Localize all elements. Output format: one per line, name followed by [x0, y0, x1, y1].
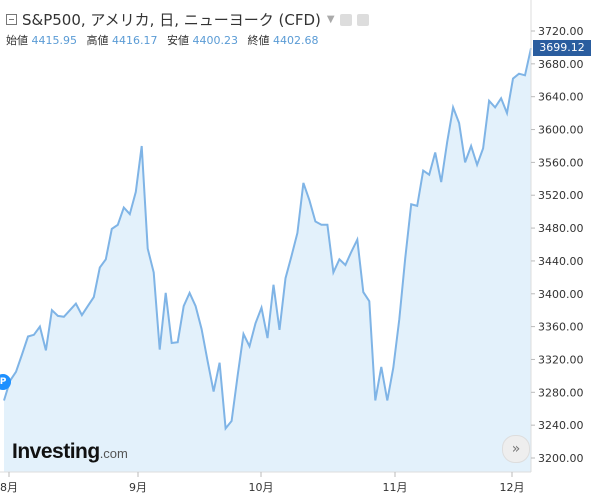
- chevron-down-icon[interactable]: ▼: [326, 14, 335, 25]
- y-tick-label: 3480.00: [538, 222, 584, 235]
- logo-main: Investing: [12, 440, 100, 463]
- investing-logo: Investing.com: [12, 440, 128, 464]
- x-tick-label: 12月: [500, 481, 525, 494]
- y-tick-label: 3240.00: [538, 419, 584, 432]
- close-value: 4402.68: [273, 34, 319, 47]
- high-label: 高値: [86, 34, 109, 47]
- high-value: 4416.17: [112, 34, 158, 47]
- open-label: 始値: [6, 34, 28, 47]
- camera-icon[interactable]: [339, 13, 352, 26]
- price-line: [3, 47, 532, 431]
- y-tick-label: 3680.00: [538, 58, 584, 71]
- x-tick-label: 11月: [383, 481, 408, 494]
- collapse-icon[interactable]: [6, 14, 17, 25]
- last-price-badge: 3699.12: [533, 40, 591, 56]
- open-value: 4415.95: [31, 34, 78, 47]
- y-tick-label: 3320.00: [538, 353, 584, 366]
- y-tick-label: 3440.00: [538, 255, 584, 268]
- logo-suffix: .com: [99, 446, 128, 461]
- price-area-fill: [4, 48, 531, 472]
- y-tick-label: 3280.00: [538, 386, 584, 399]
- y-tick-label: 3520.00: [538, 189, 584, 202]
- y-tick-label: 3400.00: [538, 288, 584, 301]
- instrument-title[interactable]: S&P500, アメリカ, 日, ニューヨーク (CFD): [22, 11, 321, 29]
- y-tick-label: 3640.00: [538, 91, 584, 104]
- close-label: 終値: [247, 34, 270, 47]
- x-tick-label: 9月: [129, 481, 147, 494]
- chart-header: S&P500, アメリカ, 日, ニューヨーク (CFD) ▼: [6, 9, 369, 30]
- ohlc-readout: 始値 4415.95 高値 4416.17 安値 4400.23 終値 4402…: [6, 32, 325, 48]
- scroll-right-button[interactable]: »: [502, 435, 530, 463]
- x-tick-label: 8月: [0, 481, 18, 494]
- y-tick-label: 3720.00: [538, 25, 584, 38]
- y-tick-label: 3360.00: [538, 321, 584, 334]
- low-value: 4400.23: [192, 34, 239, 47]
- pivot-marker-icon[interactable]: P: [0, 374, 11, 390]
- x-tick-label: 10月: [249, 481, 274, 494]
- low-label: 安値: [167, 34, 189, 47]
- gear-icon[interactable]: [356, 13, 369, 26]
- y-tick-label: 3600.00: [538, 124, 584, 137]
- y-tick-label: 3200.00: [538, 452, 584, 465]
- y-tick-label: 3560.00: [538, 156, 584, 169]
